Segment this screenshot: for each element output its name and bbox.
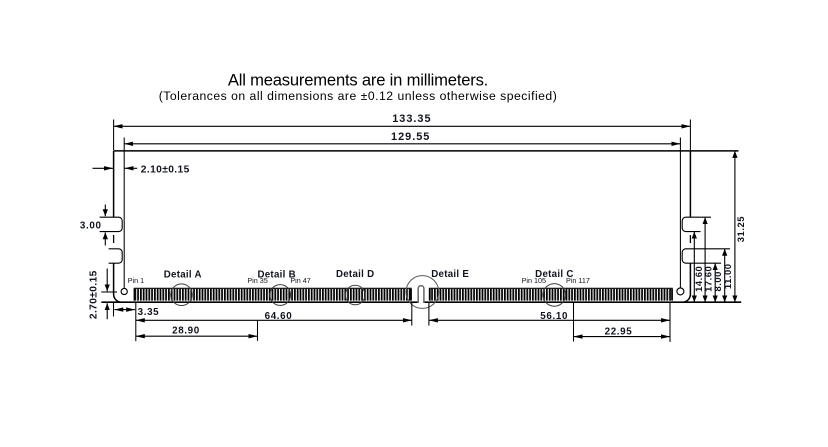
- svg-text:Detail A: Detail A: [164, 269, 202, 280]
- svg-text:Pin 47: Pin 47: [290, 276, 310, 285]
- svg-text:17.60: 17.60: [703, 266, 714, 292]
- svg-text:All measurements are in millim: All measurements are in millimeters.: [228, 71, 488, 90]
- svg-text:Detail C: Detail C: [535, 269, 573, 280]
- svg-text:(Tolerances on all dimensions: (Tolerances on all dimensions are ±0.12 …: [159, 89, 558, 103]
- svg-text:3.00: 3.00: [80, 221, 102, 232]
- svg-text:129.55: 129.55: [391, 131, 430, 143]
- svg-text:2.70±0.15: 2.70±0.15: [88, 270, 99, 319]
- svg-text:133.35: 133.35: [392, 113, 431, 125]
- svg-text:56.10: 56.10: [540, 311, 568, 322]
- svg-text:Pin 1: Pin 1: [128, 276, 144, 285]
- svg-text:Pin 117: Pin 117: [566, 276, 590, 285]
- svg-text:3.35: 3.35: [138, 307, 160, 318]
- svg-text:Detail B: Detail B: [257, 269, 295, 280]
- svg-text:2.10±0.15: 2.10±0.15: [141, 165, 190, 176]
- svg-text:64.60: 64.60: [265, 311, 293, 322]
- svg-text:28.90: 28.90: [172, 326, 200, 337]
- svg-text:Detail D: Detail D: [336, 269, 374, 280]
- svg-text:Pin 105: Pin 105: [522, 276, 546, 285]
- svg-text:Pin 35: Pin 35: [247, 276, 267, 285]
- svg-text:14.60: 14.60: [693, 266, 704, 292]
- svg-text:31.25: 31.25: [735, 216, 746, 242]
- svg-text:11.00: 11.00: [722, 263, 733, 289]
- svg-text:8.00: 8.00: [712, 271, 723, 291]
- svg-text:Detail E: Detail E: [431, 269, 469, 280]
- svg-text:22.95: 22.95: [605, 326, 633, 337]
